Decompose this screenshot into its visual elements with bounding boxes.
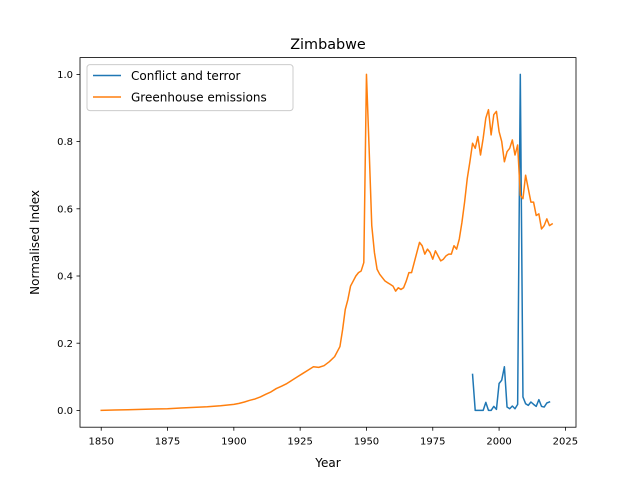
y-tick-label: 0.2 <box>57 339 73 350</box>
y-tick-label: 1.0 <box>57 70 73 81</box>
series-line-conflict-and-terror <box>471 73 551 412</box>
y-tick-label: 0.8 <box>57 137 73 148</box>
legend: Conflict and terror Greenhouse emissions <box>86 64 294 112</box>
legend-label-conflict-and-terror: Conflict and terror <box>131 69 241 83</box>
x-tick-label: 1900 <box>221 437 246 448</box>
y-tick-label: 0.4 <box>57 272 73 283</box>
y-axis-ticks: 0.0 0.2 0.4 0.6 0.8 1.0 <box>57 70 80 417</box>
x-tick-label: 1850 <box>88 437 113 448</box>
x-tick-label: 1875 <box>155 437 180 448</box>
chart-title: Zimbabwe <box>290 37 366 53</box>
x-tick-label: 1975 <box>420 437 445 448</box>
y-tick-label: 0.0 <box>57 406 73 417</box>
legend-label-greenhouse-emissions: Greenhouse emissions <box>131 91 267 105</box>
x-axis-label: Year <box>314 456 340 470</box>
x-tick-label: 1950 <box>354 437 379 448</box>
x-tick-label: 2000 <box>486 437 511 448</box>
series-line-greenhouse-emissions <box>100 73 554 412</box>
x-tick-label: 2025 <box>553 437 578 448</box>
y-tick-label: 0.6 <box>57 204 73 215</box>
axes-frame <box>79 57 577 428</box>
legend-box <box>86 64 294 112</box>
x-axis-ticks: 1850 1875 1900 1925 1950 1975 2000 2025 <box>88 427 578 448</box>
series-layer <box>100 73 554 412</box>
y-axis-label: Normalised Index <box>28 190 42 295</box>
plot-area <box>80 57 576 428</box>
x-tick-label: 1925 <box>287 437 312 448</box>
